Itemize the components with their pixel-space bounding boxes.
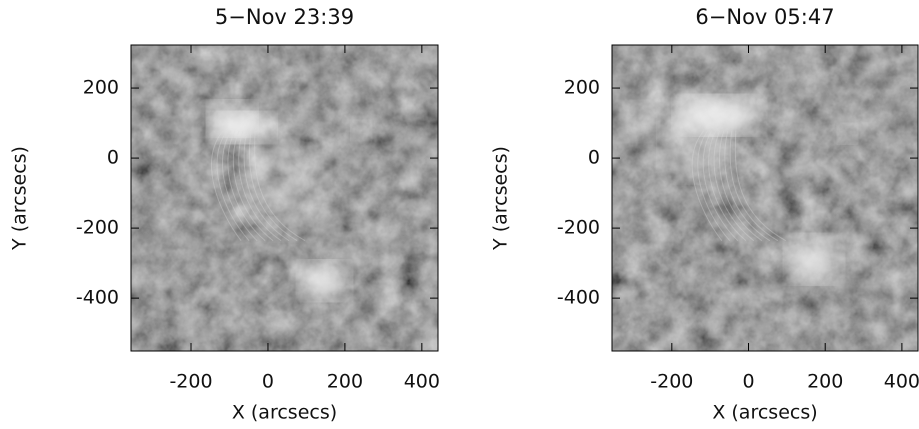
solar-image: [131, 45, 438, 351]
y-tick-label: 200: [564, 77, 600, 99]
x-tick-label: -200: [169, 371, 212, 393]
x-tick-label: 400: [884, 371, 919, 393]
y-tick-label: -400: [76, 287, 119, 309]
x-tick-label: 0: [262, 371, 274, 393]
bright-region: [788, 237, 840, 281]
y-tick-label: -200: [557, 217, 600, 239]
x-tick-label: 0: [742, 371, 754, 393]
image-texture: [612, 45, 918, 351]
x-tick-label: -200: [650, 371, 693, 393]
bright-region: [352, 122, 370, 140]
bright-region: [267, 217, 277, 227]
y-tick-label: -400: [557, 287, 600, 309]
bright-region: [245, 133, 325, 233]
x-tick-label: 200: [807, 371, 843, 393]
solar-image: [612, 45, 918, 351]
y-tick-label: -200: [76, 217, 119, 239]
bright-region: [210, 102, 254, 134]
x-axis-label: X (arcsecs): [232, 402, 337, 424]
bright-region: [616, 104, 656, 140]
chart-title: 6−Nov 05:47: [695, 5, 834, 29]
x-tick-label: 400: [404, 371, 440, 393]
chart: -200 0 200 400 -400 -200 0 200 5−Nov 23:39 X (arc…: [0, 0, 919, 429]
y-tick-label: 0: [107, 147, 119, 169]
y-axis-label: Y (arcsecs): [9, 146, 31, 251]
bright-region: [839, 125, 857, 143]
bright-region: [300, 263, 348, 299]
x-axis-label: X (arcsecs): [712, 402, 817, 424]
chart-title: 5−Nov 23:39: [215, 5, 354, 29]
y-axis-label: Y (arcsecs): [490, 146, 512, 251]
y-tick-label: 200: [83, 77, 119, 99]
y-tick-label: 0: [588, 147, 600, 169]
x-tick-label: 200: [327, 371, 363, 393]
